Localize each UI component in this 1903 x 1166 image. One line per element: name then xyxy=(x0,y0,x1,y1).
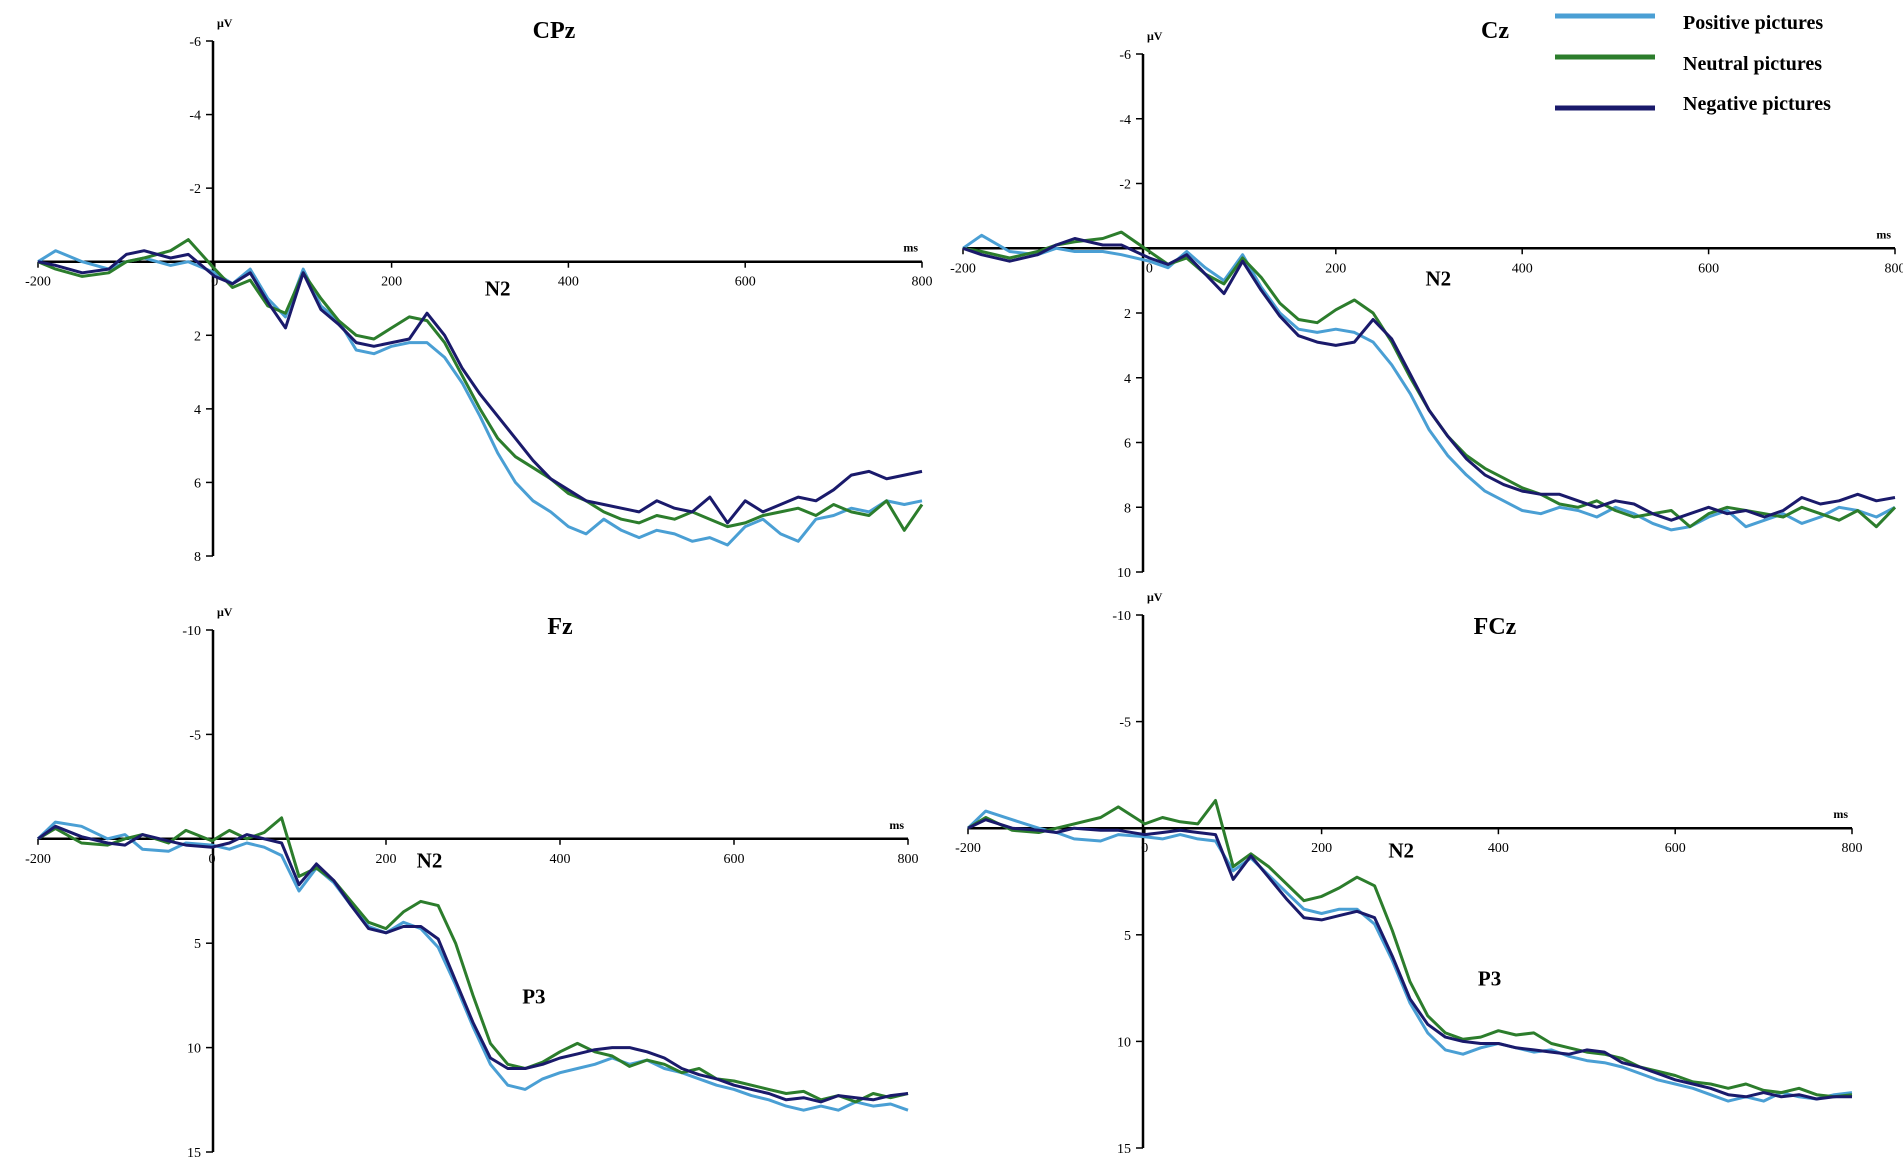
x-tick-label: -200 xyxy=(25,275,51,290)
component-label-n2: N2 xyxy=(417,849,443,873)
x-tick-label: 0 xyxy=(209,852,216,867)
x-tick-label: 0 xyxy=(1146,261,1153,276)
panel-title: FCz xyxy=(1474,614,1517,640)
x-tick-label: -200 xyxy=(25,852,51,867)
component-label-p3: P3 xyxy=(522,984,545,1008)
y-tick-label: -5 xyxy=(1119,716,1131,731)
panel-fcz: -10 -5 5 10 15 -200 0 200 400 600 800 μV ms FCz N2 P3 xyxy=(955,590,1862,1157)
y-tick-label: 2 xyxy=(1124,307,1131,322)
x-tick-label: -200 xyxy=(950,261,976,276)
x-tick-label: 800 xyxy=(1842,841,1863,856)
x-unit-label: ms xyxy=(1833,807,1848,821)
x-tick-label: 600 xyxy=(1698,261,1719,276)
x-unit-label: ms xyxy=(889,818,904,832)
series-line-positive-pictures xyxy=(966,809,1853,1103)
x-tick-label: 0 xyxy=(211,275,218,290)
y-tick-label: -2 xyxy=(1119,178,1131,193)
legend: Positive pictures Neutral pictures Negat… xyxy=(1555,12,1831,115)
y-tick-label: 10 xyxy=(1117,1035,1131,1050)
x-unit-label: ms xyxy=(903,241,918,255)
y-tick-label: -4 xyxy=(189,109,201,124)
x-tick-label: 400 xyxy=(1512,261,1533,276)
x-tick-label: 400 xyxy=(558,275,579,290)
y-tick-label: -6 xyxy=(189,35,201,50)
y-tick-label: -2 xyxy=(189,182,201,197)
y-tick-label: 5 xyxy=(1124,929,1131,944)
panel-title: Cz xyxy=(1481,18,1509,44)
panel-cz: -6 -4 -2 2 4 6 8 10 -200 0 200 400 600 800 μV ms Cz N2 xyxy=(950,18,1903,581)
legend-label-positive: Positive pictures xyxy=(1683,12,1823,34)
y-tick-label: 10 xyxy=(1117,566,1131,581)
y-tick-label: 8 xyxy=(194,550,201,565)
x-tick-label: 600 xyxy=(724,852,745,867)
y-tick-label: 15 xyxy=(1117,1142,1131,1157)
x-unit-label: ms xyxy=(1876,227,1891,241)
x-tick-label: -200 xyxy=(955,841,981,856)
series-line-negative-pictures xyxy=(37,249,923,525)
series-line-neutral-pictures xyxy=(37,238,924,532)
component-label-p3: P3 xyxy=(1478,966,1501,990)
x-tick-label: 400 xyxy=(1488,841,1509,856)
y-tick-label: 6 xyxy=(194,476,201,491)
x-tick-label: 400 xyxy=(550,852,571,867)
y-tick-label: 10 xyxy=(187,1042,201,1057)
x-tick-label: 800 xyxy=(912,275,933,290)
x-tick-label: 200 xyxy=(1311,841,1332,856)
x-tick-label: 200 xyxy=(376,852,397,867)
y-tick-label: -10 xyxy=(182,624,201,639)
x-tick-label: 800 xyxy=(1885,261,1903,276)
panel-title: Fz xyxy=(547,614,573,640)
x-tick-label: 200 xyxy=(1325,261,1346,276)
series-line-negative-pictures xyxy=(962,237,1896,522)
y-tick-label: 4 xyxy=(1124,372,1131,387)
y-unit-label: μV xyxy=(1147,590,1163,604)
panel-fz: -10 -5 5 10 15 -200 0 200 400 600 800 μV ms Fz N2 P3 xyxy=(25,605,918,1161)
y-tick-label: -10 xyxy=(1112,609,1131,624)
series-line-positive-pictures xyxy=(37,249,923,547)
series-line-negative-pictures xyxy=(37,824,909,1104)
x-tick-label: 600 xyxy=(735,275,756,290)
y-tick-label: 6 xyxy=(1124,437,1131,452)
y-unit-label: μV xyxy=(1147,29,1163,43)
component-label-n2: N2 xyxy=(1388,839,1414,863)
panel-title: CPz xyxy=(533,18,576,44)
y-tick-label: -4 xyxy=(1119,113,1131,128)
x-tick-label: 600 xyxy=(1665,841,1686,856)
y-tick-label: 15 xyxy=(187,1146,201,1161)
legend-label-negative: Negative pictures xyxy=(1683,93,1831,115)
series-line-neutral-pictures xyxy=(37,816,909,1104)
y-tick-label: -5 xyxy=(189,728,201,743)
component-label-n2: N2 xyxy=(485,276,511,300)
series-line-positive-pictures xyxy=(962,233,1896,532)
y-unit-label: μV xyxy=(217,605,233,619)
y-tick-label: 8 xyxy=(1124,501,1131,516)
legend-label-neutral: Neutral pictures xyxy=(1683,53,1822,75)
y-unit-label: μV xyxy=(217,16,233,30)
x-tick-label: 0 xyxy=(1141,841,1148,856)
series-line-neutral-pictures xyxy=(967,799,1853,1099)
panel-cpz: -6 -4 -2 2 4 6 8 -200 0 200 400 600 800 μV ms CPz N2 xyxy=(25,16,932,565)
x-tick-label: 800 xyxy=(898,852,919,867)
series-line-negative-pictures xyxy=(967,818,1852,1101)
component-label-n2: N2 xyxy=(1425,266,1451,290)
y-tick-label: -6 xyxy=(1119,48,1131,63)
y-tick-label: 5 xyxy=(194,937,201,952)
y-tick-label: 4 xyxy=(194,403,201,418)
y-tick-label: 2 xyxy=(194,329,201,344)
x-tick-label: 200 xyxy=(381,275,402,290)
series-line-positive-pictures xyxy=(36,820,909,1112)
